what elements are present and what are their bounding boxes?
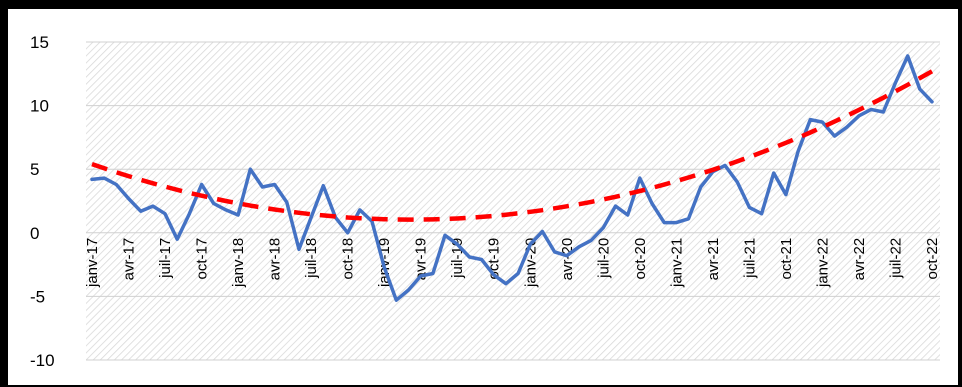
y-tick-label: 10 xyxy=(30,97,49,116)
y-tick-label: -5 xyxy=(30,287,45,306)
x-tick-label: oct-22 xyxy=(924,238,941,280)
x-tick-label: avr-22 xyxy=(851,238,868,281)
trend-line xyxy=(91,69,934,222)
gridlines xyxy=(86,41,940,361)
x-tick-label: juil-21 xyxy=(741,238,758,279)
y-axis-ticks: -10 -5 0 5 10 15 xyxy=(30,33,55,370)
series-layer xyxy=(90,54,934,302)
x-tick-label: janv-22 xyxy=(814,238,831,288)
x-tick-label: juil-22 xyxy=(887,238,904,279)
x-tick-label: janv-18 xyxy=(230,238,247,288)
x-tick-label: juil-17 xyxy=(157,238,174,279)
x-tick-label: oct-20 xyxy=(632,238,649,280)
x-tick-label: janv-17 xyxy=(84,238,101,288)
x-tick-label: avr-19 xyxy=(413,238,430,281)
x-tick-label: oct-18 xyxy=(340,238,357,280)
x-tick-label: oct-17 xyxy=(194,238,211,280)
y-tick-label: 15 xyxy=(30,33,49,52)
series-line xyxy=(90,54,934,302)
y-tick-label: -10 xyxy=(30,351,55,370)
x-axis-ticks: janv-17 avr-17 juil-17 oct-17 janv-18 avr-18 j… xyxy=(84,238,941,288)
x-tick-label: avr-17 xyxy=(121,238,138,281)
x-tick-label: janv-21 xyxy=(668,238,685,288)
x-tick-label: avr-20 xyxy=(559,238,576,281)
x-tick-label: juil-20 xyxy=(595,238,612,279)
x-tick-label: avr-21 xyxy=(705,238,722,281)
y-tick-label: 0 xyxy=(30,224,39,243)
x-tick-label: juil-18 xyxy=(303,238,320,279)
x-tick-label: oct-21 xyxy=(778,238,795,280)
x-tick-label: avr-18 xyxy=(267,238,284,281)
y-tick-label: 5 xyxy=(30,160,39,179)
